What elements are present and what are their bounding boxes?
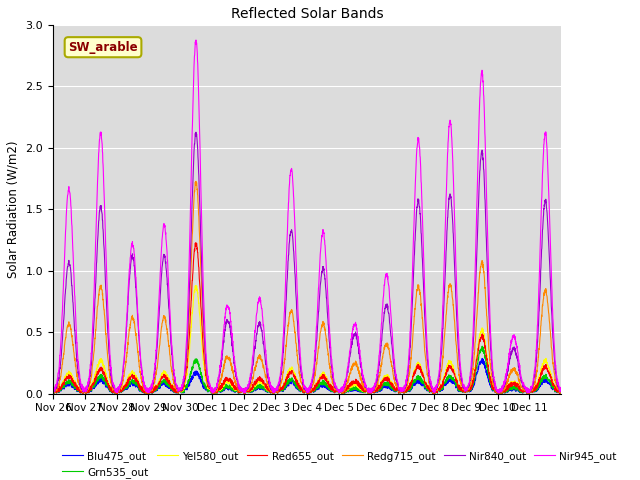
Redg715_out bbox=[192, 179, 200, 184]
Blu475_out bbox=[209, 390, 217, 396]
Blu475_out bbox=[460, 386, 468, 392]
Red655_out bbox=[210, 388, 218, 394]
Nir945_out bbox=[557, 387, 565, 393]
Line: Blu475_out: Blu475_out bbox=[53, 359, 561, 394]
Nir945_out bbox=[489, 364, 497, 370]
Grn535_out bbox=[557, 388, 565, 394]
Redg715_out bbox=[49, 387, 57, 393]
Grn535_out bbox=[550, 384, 558, 390]
Title: Reflected Solar Bands: Reflected Solar Bands bbox=[231, 7, 383, 21]
Grn535_out bbox=[478, 343, 486, 349]
Line: Red655_out: Red655_out bbox=[53, 243, 561, 394]
Red655_out bbox=[49, 387, 57, 393]
Yel580_out bbox=[338, 390, 346, 396]
Grn535_out bbox=[489, 387, 497, 393]
Line: Grn535_out: Grn535_out bbox=[53, 346, 561, 394]
Yel580_out bbox=[210, 388, 218, 394]
Red655_out bbox=[550, 383, 558, 389]
Red655_out bbox=[489, 386, 497, 392]
Grn535_out bbox=[305, 391, 312, 396]
Redg715_out bbox=[337, 387, 345, 393]
Red655_out bbox=[305, 391, 312, 396]
Red655_out bbox=[192, 240, 200, 246]
Grn535_out bbox=[337, 387, 345, 393]
Yel580_out bbox=[460, 388, 468, 394]
Blu475_out bbox=[100, 381, 108, 387]
Red655_out bbox=[557, 388, 565, 394]
Blu475_out bbox=[550, 385, 558, 391]
Line: Nir840_out: Nir840_out bbox=[53, 132, 561, 393]
Grn535_out bbox=[100, 378, 108, 384]
Nir840_out bbox=[337, 386, 345, 392]
Redg715_out bbox=[489, 379, 497, 385]
Grn535_out bbox=[49, 387, 57, 393]
Nir945_out bbox=[460, 382, 468, 388]
Redg715_out bbox=[460, 384, 468, 390]
Yel580_out bbox=[305, 391, 312, 396]
Grn535_out bbox=[209, 390, 217, 396]
Nir840_out bbox=[192, 129, 200, 135]
Nir945_out bbox=[49, 386, 57, 392]
Blu475_out bbox=[49, 387, 57, 393]
Red655_out bbox=[460, 388, 468, 394]
Yel580_out bbox=[100, 365, 108, 371]
Nir945_out bbox=[192, 37, 200, 43]
Redg715_out bbox=[550, 371, 558, 376]
Redg715_out bbox=[495, 390, 503, 396]
Redg715_out bbox=[557, 388, 565, 394]
Red655_out bbox=[100, 372, 108, 378]
Nir945_out bbox=[100, 181, 108, 187]
Blu475_out bbox=[305, 391, 312, 396]
Redg715_out bbox=[100, 306, 108, 312]
Legend: Blu475_out, Grn535_out, Yel580_out, Red655_out, Redg715_out, Nir840_out, Nir945_: Blu475_out, Grn535_out, Yel580_out, Red6… bbox=[58, 447, 621, 480]
Nir840_out bbox=[550, 356, 558, 361]
Blu475_out bbox=[478, 356, 486, 361]
Nir840_out bbox=[210, 387, 218, 393]
Nir840_out bbox=[489, 371, 497, 376]
Redg715_out bbox=[210, 388, 218, 394]
Nir840_out bbox=[460, 383, 468, 389]
Yel580_out bbox=[557, 388, 565, 394]
Nir945_out bbox=[550, 344, 558, 350]
Blu475_out bbox=[557, 388, 565, 394]
Yel580_out bbox=[550, 382, 558, 388]
Nir840_out bbox=[100, 241, 108, 247]
Y-axis label: Solar Radiation (W/m2): Solar Radiation (W/m2) bbox=[7, 141, 20, 278]
Line: Yel580_out: Yel580_out bbox=[53, 286, 561, 394]
Yel580_out bbox=[489, 386, 497, 392]
Nir840_out bbox=[49, 386, 57, 392]
Grn535_out bbox=[460, 385, 468, 391]
Yel580_out bbox=[191, 283, 199, 288]
Blu475_out bbox=[337, 387, 345, 393]
Nir945_out bbox=[337, 386, 345, 392]
Nir945_out bbox=[210, 387, 218, 393]
Yel580_out bbox=[49, 387, 57, 393]
Text: SW_arable: SW_arable bbox=[68, 41, 138, 54]
Blu475_out bbox=[489, 388, 497, 394]
Nir840_out bbox=[557, 387, 565, 393]
Nir945_out bbox=[495, 390, 503, 396]
Line: Nir945_out: Nir945_out bbox=[53, 40, 561, 393]
Red655_out bbox=[338, 390, 346, 396]
Nir840_out bbox=[495, 390, 503, 396]
Line: Redg715_out: Redg715_out bbox=[53, 181, 561, 393]
